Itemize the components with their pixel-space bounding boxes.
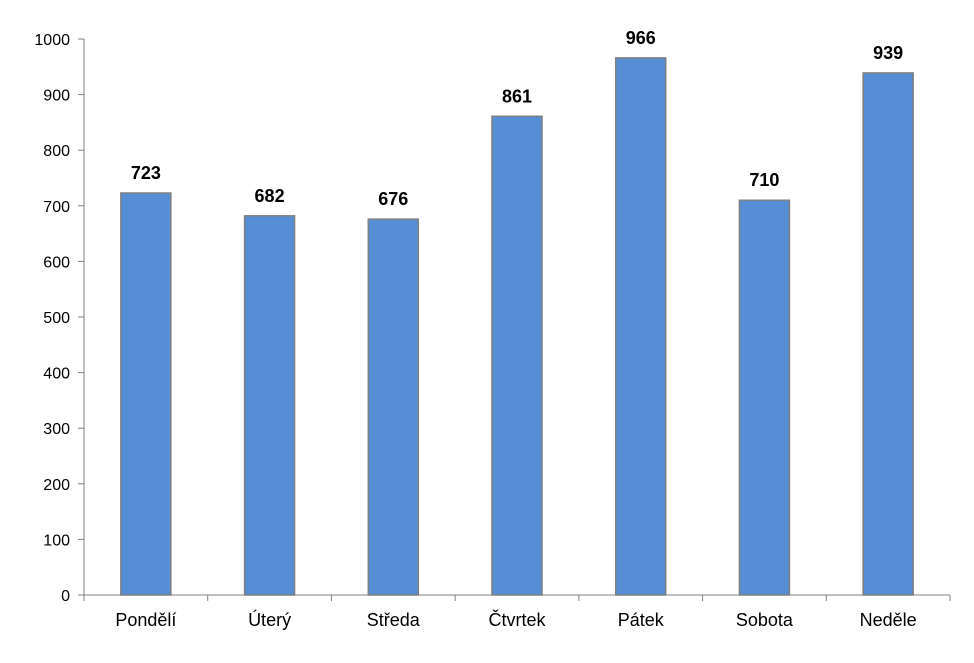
y-tick-label: 200 [43,477,70,494]
y-tick-label: 100 [43,532,70,549]
bar [120,192,172,596]
x-tick-label: Úterý [248,609,291,630]
y-tick-label: 300 [43,421,70,438]
x-axis-ticks [83,595,951,601]
y-tick-label: 0 [61,588,70,605]
bar [862,72,914,596]
data-label: 861 [502,86,532,106]
y-tick-label: 800 [43,143,70,160]
x-tick-label: Středa [367,610,421,630]
data-label: 676 [378,189,408,209]
bar [614,57,667,596]
data-label: 966 [626,28,656,48]
category-labels: Pondělí Úterý Středa Čtvrtek Pátek Sobota Nedě… [115,609,916,630]
data-label: 723 [131,163,161,183]
data-labels: 723 682 676 861 966 710 939 [131,28,903,209]
bar [491,115,543,596]
data-label: 682 [255,186,285,206]
y-tick-label: 400 [43,366,70,383]
x-tick-label: Sobota [736,610,794,630]
y-tick-label: 600 [43,254,70,271]
bar [738,199,791,596]
y-tick-label: 1000 [34,32,70,49]
x-tick-label: Neděle [860,610,917,630]
bars [120,57,914,596]
data-label: 710 [749,170,779,190]
y-tick-label: 500 [43,310,70,327]
x-tick-label: Pondělí [115,610,176,630]
y-axis-ticks: 0 100 200 300 400 500 600 700 800 900 1000 [34,32,84,605]
x-tick-label: Pátek [618,610,665,630]
data-label: 939 [873,43,903,63]
bar [243,215,296,596]
x-tick-label: Čtvrtek [488,609,546,630]
bar [367,218,420,596]
y-tick-label: 700 [43,199,70,216]
y-tick-label: 900 [43,88,70,105]
